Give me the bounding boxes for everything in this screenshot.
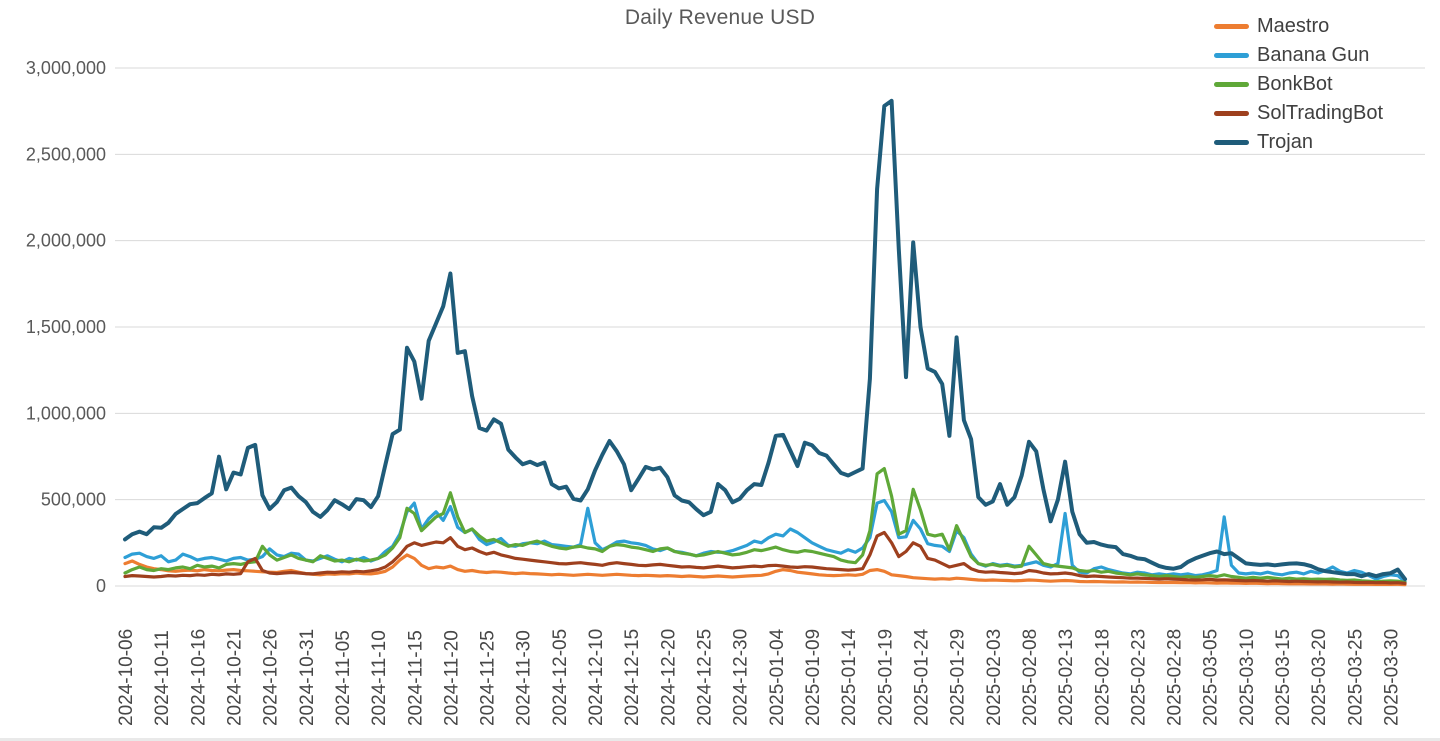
x-axis-tick-label: 2025-01-09 [803,629,824,726]
x-axis-tick-label: 2024-10-06 [116,629,137,726]
series-line-maestro [123,553,1407,587]
series-line-bonkbot [123,467,1407,585]
y-axis-tick-label: 2,500,000 [26,144,106,164]
x-axis-tick-label: 2025-02-18 [1092,629,1113,726]
x-axis-tick-label: 2024-12-05 [550,629,571,726]
x-axis-tick-label: 2024-10-21 [224,629,245,726]
x-axis-tick-label: 2025-03-25 [1345,629,1366,726]
y-axis-tick-label: 1,500,000 [26,317,106,337]
legend-item-soltradingbot[interactable]: SolTradingBot [1214,99,1383,128]
y-axis-tick-label: 2,000,000 [26,231,106,251]
x-axis-tick-label: 2025-01-29 [948,629,969,726]
legend-swatch-banana-gun [1214,53,1249,58]
x-axis-tick-label: 2025-02-23 [1128,629,1149,726]
x-axis-tick-label: 2025-03-10 [1237,629,1258,726]
x-axis-tick-label: 2025-02-03 [984,629,1005,726]
x-axis-tick-label: 2024-12-15 [622,629,643,726]
series-line-trojan [123,98,1407,582]
legend-swatch-soltradingbot [1214,111,1249,116]
x-axis-tick-label: 2024-11-15 [405,630,426,726]
x-axis-tick-label: 2024-12-20 [658,629,679,726]
y-axis-tick-label: 0 [96,576,106,596]
series-line-soltradingbot [123,530,1407,586]
chart-title: Daily Revenue USD [624,6,816,29]
x-axis-tick-label: 2024-11-30 [514,630,535,726]
x-axis-tick-label: 2024-11-05 [333,630,354,726]
legend-item-banana-gun[interactable]: Banana Gun [1214,41,1383,70]
legend-item-trojan[interactable]: Trojan [1214,128,1383,157]
x-axis-tick-label: 2025-03-15 [1273,629,1294,726]
x-axis-tick-label: 2024-11-25 [478,630,499,726]
x-axis-tick-label: 2025-01-19 [875,629,896,726]
x-axis-tick-label: 2024-11-10 [369,630,390,726]
legend-item-bonkbot[interactable]: BonkBot [1214,70,1383,99]
y-axis-tick-label: 3,000,000 [26,58,106,78]
legend-swatch-bonkbot [1214,82,1249,87]
x-axis-tick-label: 2024-12-30 [731,629,752,726]
x-axis-tick-label: 2024-12-25 [695,629,716,726]
x-axis-tick-label: 2025-01-24 [911,628,932,726]
x-axis-tick-label: 2025-03-05 [1201,629,1222,726]
x-axis-tick-label: 2024-10-16 [188,629,209,726]
x-axis-tick-label: 2025-02-28 [1165,629,1186,726]
legend-swatch-trojan [1214,140,1249,145]
legend-item-maestro[interactable]: Maestro [1214,12,1383,41]
x-axis-tick-label: 2024-12-10 [586,629,607,726]
legend-label-bonkbot: BonkBot [1257,73,1333,95]
y-axis-tick-label: 1,000,000 [26,403,106,423]
chart-legend: Maestro Banana Gun BonkBot SolTradingBot… [1214,12,1383,157]
x-axis-tick-label: 2025-01-14 [839,628,860,726]
window-bottom-edge [0,738,1440,741]
x-axis-tick-label: 2025-01-04 [767,628,788,726]
legend-label-trojan: Trojan [1257,131,1313,153]
legend-swatch-maestro [1214,24,1249,29]
x-axis-tick-label: 2025-02-13 [1056,629,1077,726]
x-axis-tick-label: 2024-10-31 [297,629,318,726]
x-axis-tick-label: 2025-03-20 [1309,629,1330,726]
legend-label-banana-gun: Banana Gun [1257,44,1370,66]
x-axis-tick-label: 2024-10-26 [261,629,282,726]
legend-label-maestro: Maestro [1257,15,1330,37]
x-axis-tick-label: 2024-10-11 [152,630,173,726]
x-axis-tick-label: 2024-11-20 [441,630,462,726]
y-axis-tick-label: 500,000 [41,490,106,510]
x-axis-tick-label: 2025-02-08 [1020,629,1041,726]
legend-label-soltradingbot: SolTradingBot [1257,102,1383,124]
x-axis-tick-label: 2025-03-30 [1382,629,1403,726]
